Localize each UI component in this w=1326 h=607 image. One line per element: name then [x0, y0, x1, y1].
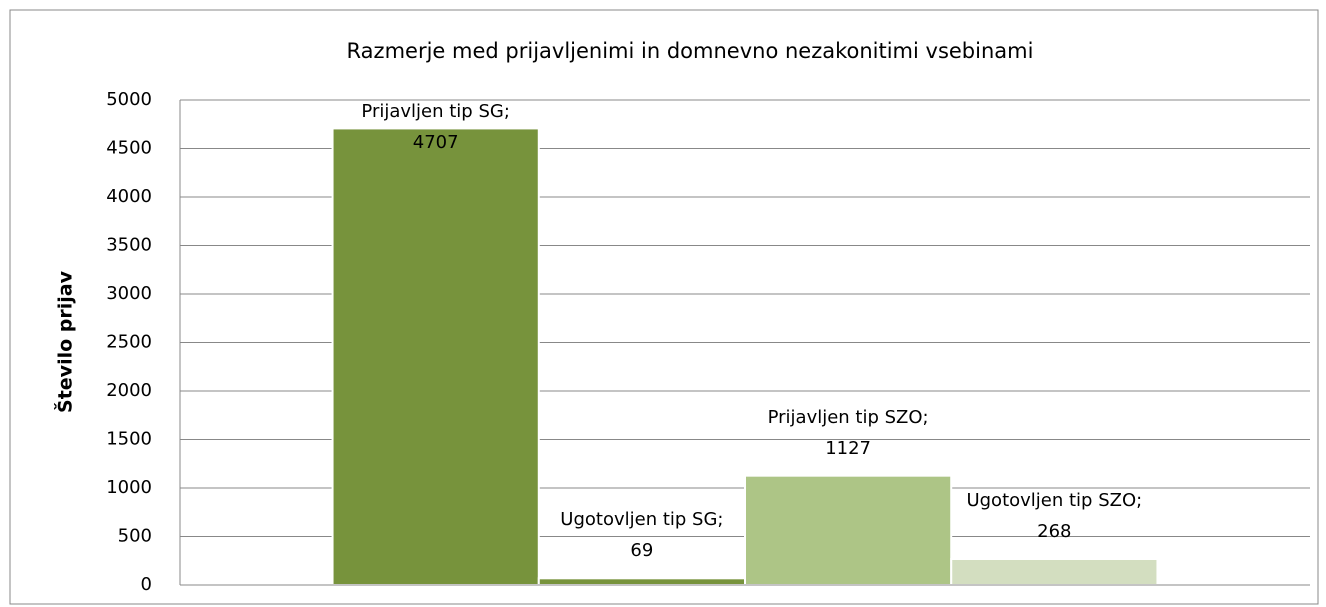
- y-tick-label: 1000: [106, 477, 152, 498]
- y-tick-label: 1500: [106, 429, 152, 450]
- bar: [950, 558, 1159, 587]
- data-label: Prijavljen tip SG; 4707: [361, 101, 510, 153]
- bar: [537, 577, 747, 587]
- y-tick-label: 4500: [106, 138, 152, 159]
- y-tick-label: 3000: [106, 283, 152, 304]
- data-label: Ugotovljen tip SG; 69: [560, 509, 724, 562]
- data-label: Prijavljen tip SZO; 1127: [767, 406, 929, 459]
- bar: [744, 474, 953, 586]
- chart-border: [9, 9, 1319, 605]
- y-tick-label: 3500: [106, 235, 152, 256]
- y-tick-label: 2000: [106, 380, 152, 401]
- y-axis-label: Število prijav: [53, 270, 77, 413]
- y-tick-label: 4000: [106, 186, 152, 207]
- chart-title: Razmerje med prijavljenimi in domnevno n…: [347, 39, 1034, 63]
- data-label: Ugotovljen tip SZO; 268: [966, 490, 1143, 542]
- y-tick-label: 5000: [106, 89, 152, 110]
- y-tick-label: 2500: [106, 332, 152, 353]
- y-tick-label: 500: [118, 526, 152, 547]
- bar: [331, 127, 540, 587]
- y-tick-label: 0: [141, 574, 152, 595]
